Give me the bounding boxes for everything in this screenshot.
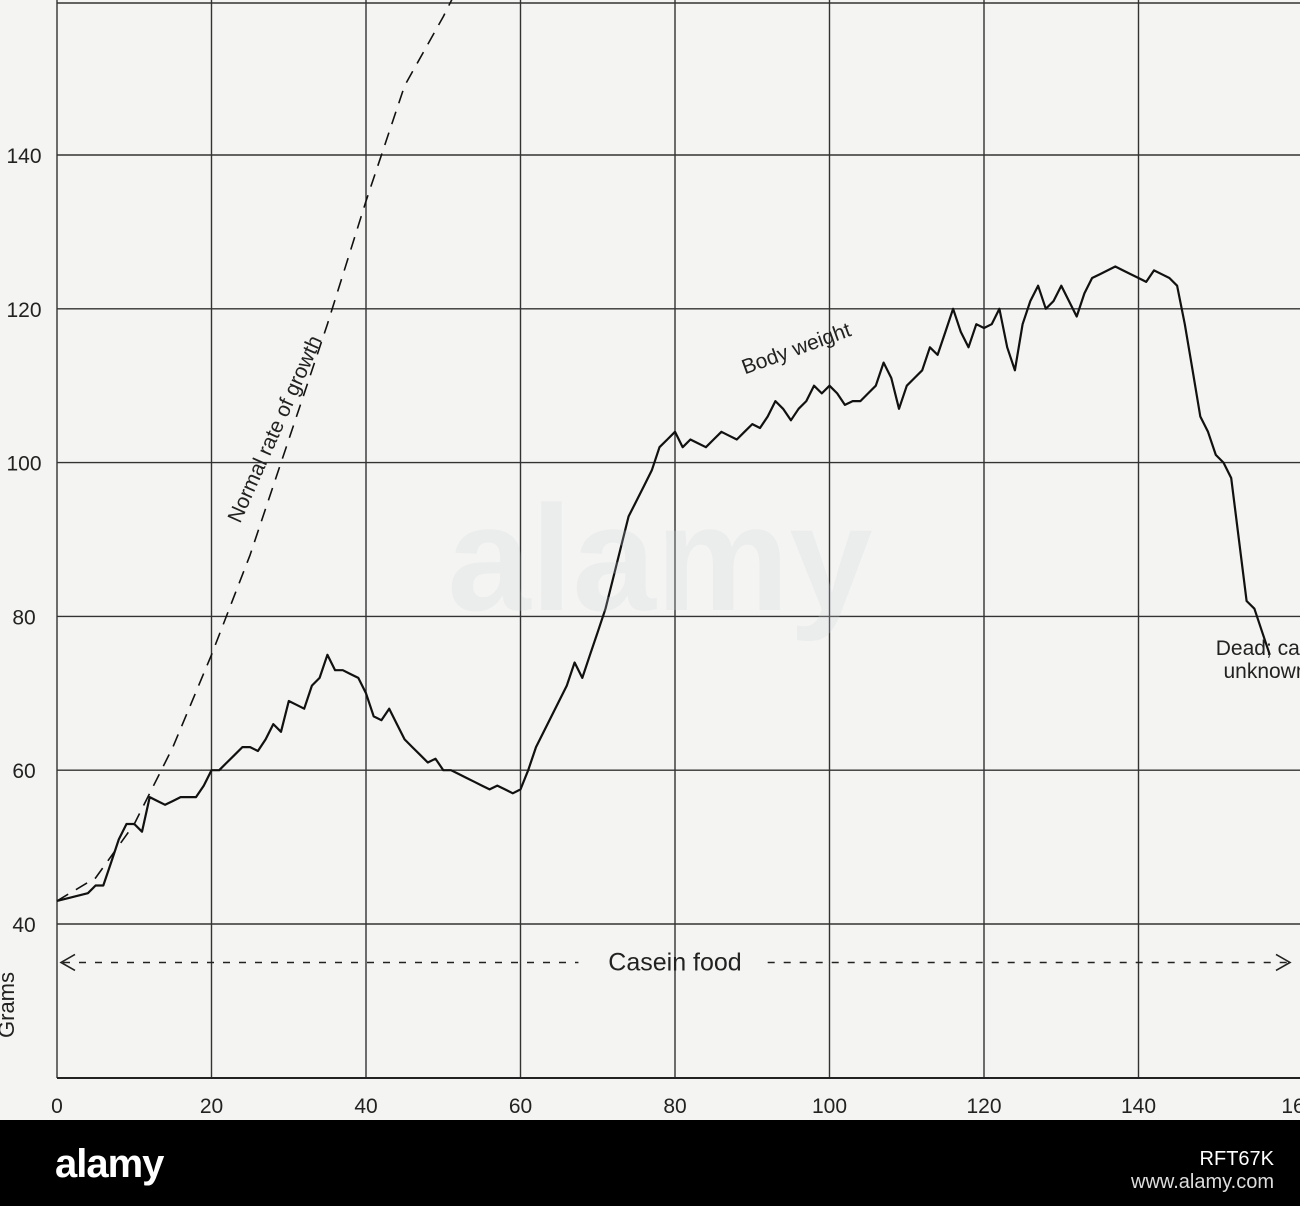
x-tick-label: 100: [812, 1095, 847, 1118]
x-tick-label: 16: [1281, 1095, 1300, 1118]
y-tick-label: 40: [12, 914, 35, 937]
dead-label-line1: Dead; cau: [1216, 637, 1300, 660]
casein-range-arrow: [59, 953, 1292, 972]
footer-image-info: RFT67K www.alamy.com: [1131, 1148, 1274, 1194]
y-tick-label: 60: [12, 760, 35, 783]
y-axis-label: Grams: [0, 972, 19, 1038]
footer-bar: [0, 1120, 1300, 1206]
body-weight-line: [56, 265, 1271, 902]
annotations: Normal rate of growth Body weight Dead; …: [0, 318, 1300, 1038]
y-tick-label: 120: [6, 299, 41, 322]
x-tick-label: 140: [1121, 1095, 1156, 1118]
line-chart: 0 20 40 60 80 100 120 140 16 40 60 80 100 120 140 Norm…: [0, 0, 1300, 1118]
normal-growth-line: [56, 0, 453, 902]
image-id: RFT67K: [1199, 1148, 1274, 1170]
normal-growth-label: Normal rate of growth: [224, 332, 327, 526]
plot-area: 0 20 40 60 80 100 120 140 16 40 60 80 100 120 140 Norm…: [0, 0, 1300, 1120]
x-tick-label: 20: [200, 1095, 223, 1118]
footer-logo: alamy: [55, 1142, 164, 1186]
grid: [56, 0, 1300, 1079]
watermark: alamy: [447, 474, 872, 642]
y-tick-label: 140: [6, 145, 41, 168]
x-tick-label: 80: [663, 1095, 686, 1118]
body-weight-label: Body weight: [739, 318, 855, 379]
series: [56, 0, 1271, 902]
x-tick-label: 120: [966, 1095, 1001, 1118]
casein-food-label: Casein food: [608, 948, 741, 976]
casein-arrow-left-head: [59, 953, 76, 972]
footer-url: www.alamy.com: [1131, 1171, 1274, 1193]
y-tick-label: 100: [6, 453, 41, 476]
y-tick-label: 80: [12, 606, 35, 629]
tick-labels: 0 20 40 60 80 100 120 140 16 40 60 80 100 120 140: [6, 145, 1300, 1118]
x-tick-label: 40: [354, 1095, 377, 1118]
x-tick-label: 60: [509, 1095, 532, 1118]
casein-arrow-right-head: [1275, 953, 1292, 972]
x-tick-label: 0: [51, 1095, 63, 1118]
dead-label-line2: unknown: [1223, 660, 1300, 683]
